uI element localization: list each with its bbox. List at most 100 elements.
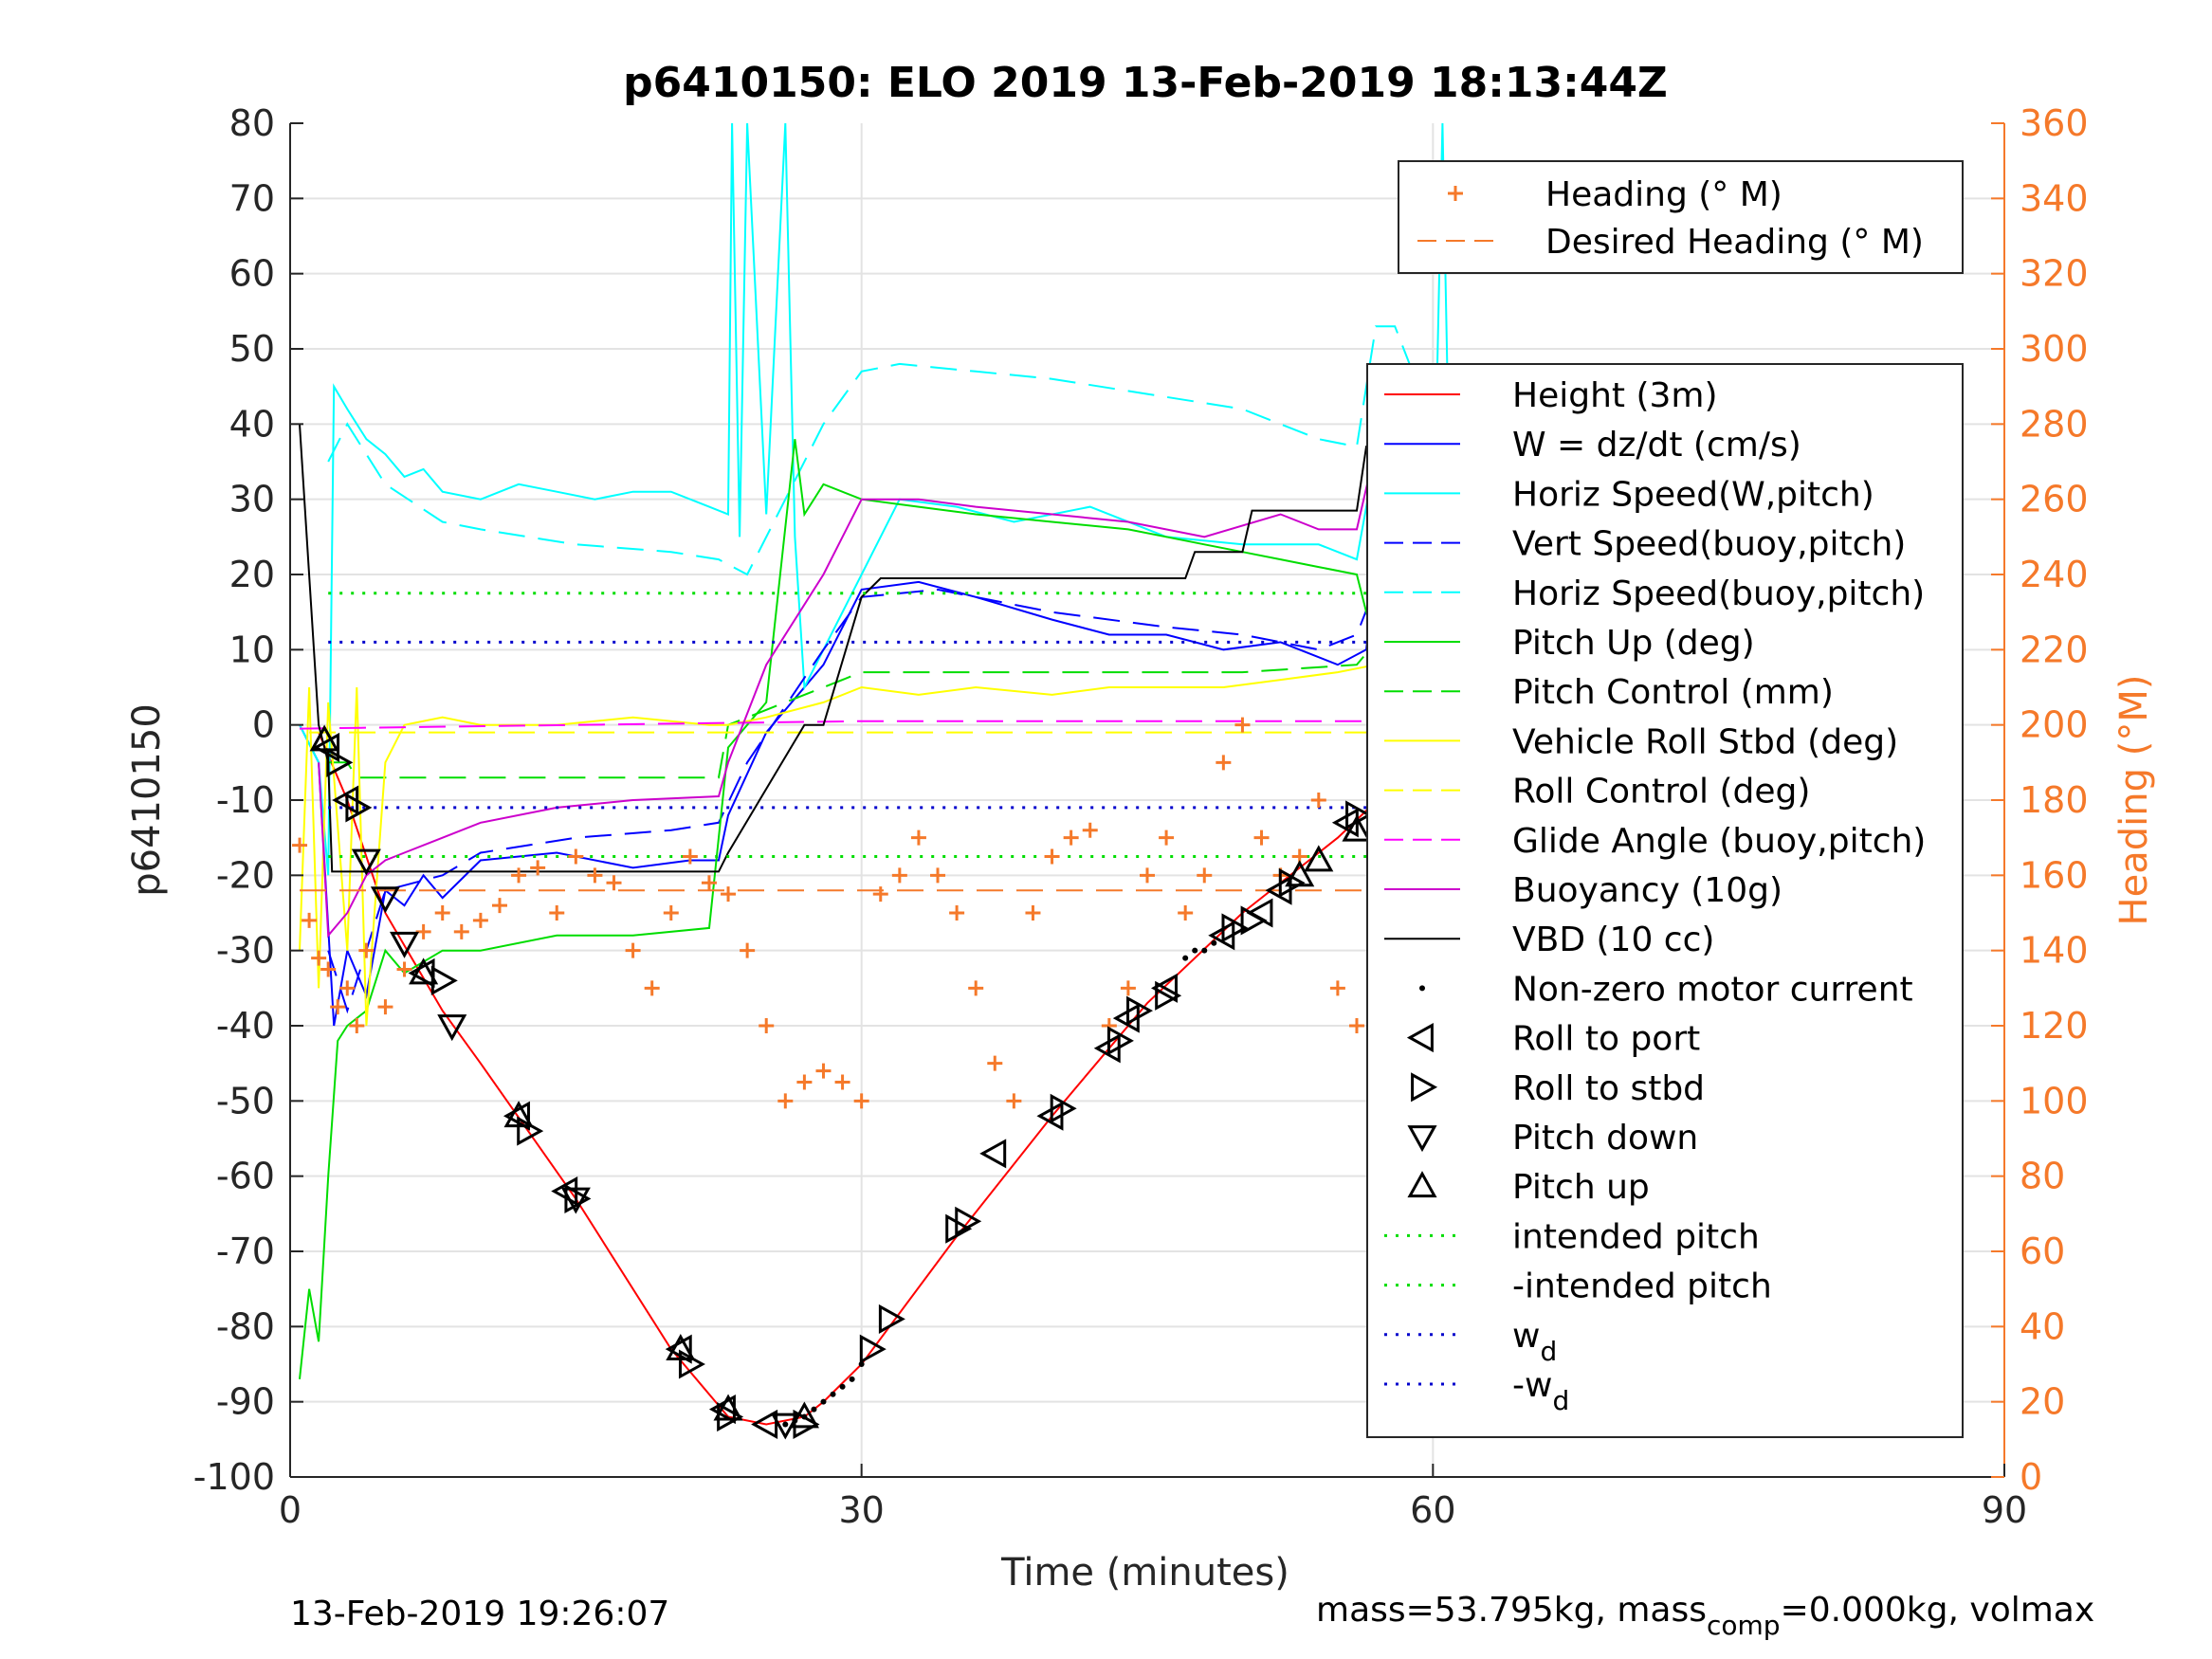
legend-sample <box>1407 1171 1437 1198</box>
y2-tick-label: 340 <box>2020 177 2089 219</box>
heading-point <box>987 1055 1003 1071</box>
x-tick-label: 60 <box>1410 1489 1455 1531</box>
legend-item-pitch-control-mm: Pitch Control (mm) <box>1384 673 1834 712</box>
marker-tri-up <box>1304 845 1334 872</box>
legend-main-box <box>1366 363 1964 1438</box>
legend-label: Glide Angle (buoy,pitch) <box>1512 822 1926 861</box>
legend-item-wd: wd <box>1384 1317 1557 1367</box>
y-tick-label: 20 <box>229 554 275 595</box>
heading-point <box>377 999 393 1015</box>
marker-motor-dot <box>820 1398 827 1405</box>
y-tick-label: 0 <box>252 704 275 746</box>
heading-point <box>587 867 603 884</box>
legend-label: Pitch Control (mm) <box>1512 673 1834 712</box>
marker-motor-dot <box>1201 947 1208 954</box>
y2-axis-label: Heading (°M) <box>2112 675 2156 926</box>
legend-item-glide-angle-buoy-pitch: Glide Angle (buoy,pitch) <box>1384 822 1926 861</box>
legend-label-text: Horiz Speed(buoy,pitch) <box>1512 574 1925 613</box>
legend-item-horiz-speed-w-pitch: Horiz Speed(W,pitch) <box>1384 475 1874 514</box>
y2-tick-label: 40 <box>2020 1305 2065 1347</box>
y-tick-label: -30 <box>216 930 275 972</box>
marker-tri-right <box>1126 995 1154 1026</box>
legend-label-text: Heading (° M) <box>1545 175 1782 214</box>
heading-point <box>358 942 375 958</box>
legend-label: Buoyancy (10g) <box>1512 871 1782 910</box>
marker-tri-left <box>1151 973 1178 1003</box>
heading-point <box>777 1093 794 1109</box>
marker-tri-down <box>370 886 400 914</box>
y-tick-label: -100 <box>193 1456 275 1498</box>
heading-point <box>1025 905 1041 921</box>
marker-tri-right <box>945 1213 973 1244</box>
heading-point <box>1006 1093 1022 1109</box>
heading-point <box>834 1074 850 1090</box>
heading-point <box>1159 830 1175 846</box>
y2-tick-label: 120 <box>2020 1005 2089 1047</box>
marker-tri-right <box>430 965 458 995</box>
legend-item-vehicle-roll-stbd-deg: Vehicle Roll Stbd (deg) <box>1384 722 1898 761</box>
legend-sample <box>1407 1125 1437 1153</box>
legend-label-text: VBD (10 cc) <box>1512 921 1714 959</box>
y2-tick-label: 260 <box>2020 479 2089 520</box>
legend-label-text: Buoyancy (10g) <box>1512 871 1782 910</box>
heading-point <box>1120 980 1136 996</box>
legend-label-text: -intended pitch <box>1512 1267 1772 1306</box>
heading-point <box>472 912 488 928</box>
marker-tri-up <box>1342 814 1372 842</box>
marker-tri-right <box>326 747 354 777</box>
heading-point <box>330 999 346 1015</box>
series-horiz-speed-w-pitch <box>299 123 1453 876</box>
marker-motor-dot <box>792 1417 798 1424</box>
heading-point <box>311 950 327 966</box>
marker-tri-up <box>309 724 339 752</box>
legend-label: Roll to stbd <box>1512 1069 1705 1108</box>
marker-motor-dot <box>839 1383 846 1390</box>
legend-label: Heading (° M) <box>1545 175 1782 214</box>
legend-label-text: Vert Speed(buoy,pitch) <box>1512 525 1906 564</box>
heading-point <box>891 867 907 884</box>
y2-tick-label: 0 <box>2020 1456 2042 1498</box>
heading-point <box>1329 980 1345 996</box>
heading-point <box>1310 793 1326 808</box>
x-tick-label: 0 <box>279 1489 302 1531</box>
marker-tri-up <box>1285 860 1315 887</box>
legend-label: Horiz Speed(W,pitch) <box>1512 475 1874 514</box>
legend-sample <box>1419 985 1425 992</box>
heading-point <box>1253 830 1270 846</box>
y-tick-label: -10 <box>216 779 275 821</box>
y2-tick-label: 280 <box>2020 403 2089 445</box>
legend-label: Horiz Speed(buoy,pitch) <box>1512 574 1925 613</box>
y2-tick-label: 220 <box>2020 629 2089 670</box>
marker-tri-down <box>351 848 381 876</box>
heading-point <box>949 905 965 921</box>
series-pitch-control-mm <box>328 641 1453 779</box>
legend-label-text: Non-zero motor current <box>1512 970 1913 1009</box>
y2-tick-label: 320 <box>2020 253 2089 295</box>
marker-motor-dot <box>811 1406 817 1413</box>
marker-motor-dot <box>1182 955 1189 961</box>
legend-item-pitch-down: Pitch down <box>1407 1119 1698 1158</box>
y-tick-label: -20 <box>216 854 275 896</box>
heading-point <box>872 886 888 902</box>
heading-point <box>568 848 584 865</box>
heading-point <box>1197 867 1213 884</box>
legend-label-text: Pitch Control (mm) <box>1512 673 1834 712</box>
x-tick-label: 30 <box>838 1489 884 1531</box>
legend-label-text: Height (3m) <box>1512 376 1718 415</box>
y2-tick-label: 360 <box>2020 102 2089 144</box>
legend-label-text: Pitch up <box>1512 1168 1650 1207</box>
series-vehicle-roll-stbd-deg <box>299 499 1435 1027</box>
y-tick-label: 60 <box>229 253 275 295</box>
markers-motor-current <box>782 939 1217 1428</box>
marker-tri-up <box>789 1401 819 1429</box>
x-tick-label: 90 <box>1982 1489 2027 1531</box>
legend-label: -wd <box>1512 1366 1569 1416</box>
legend-label: Non-zero motor current <box>1512 970 1913 1009</box>
marker-tri-right <box>1240 905 1268 936</box>
y2-tick-label: 240 <box>2020 554 2089 595</box>
y-tick-label: 70 <box>229 177 275 219</box>
marker-motor-dot <box>849 1376 855 1382</box>
marker-tri-down <box>560 1187 591 1214</box>
y-tick-label: -50 <box>216 1080 275 1121</box>
